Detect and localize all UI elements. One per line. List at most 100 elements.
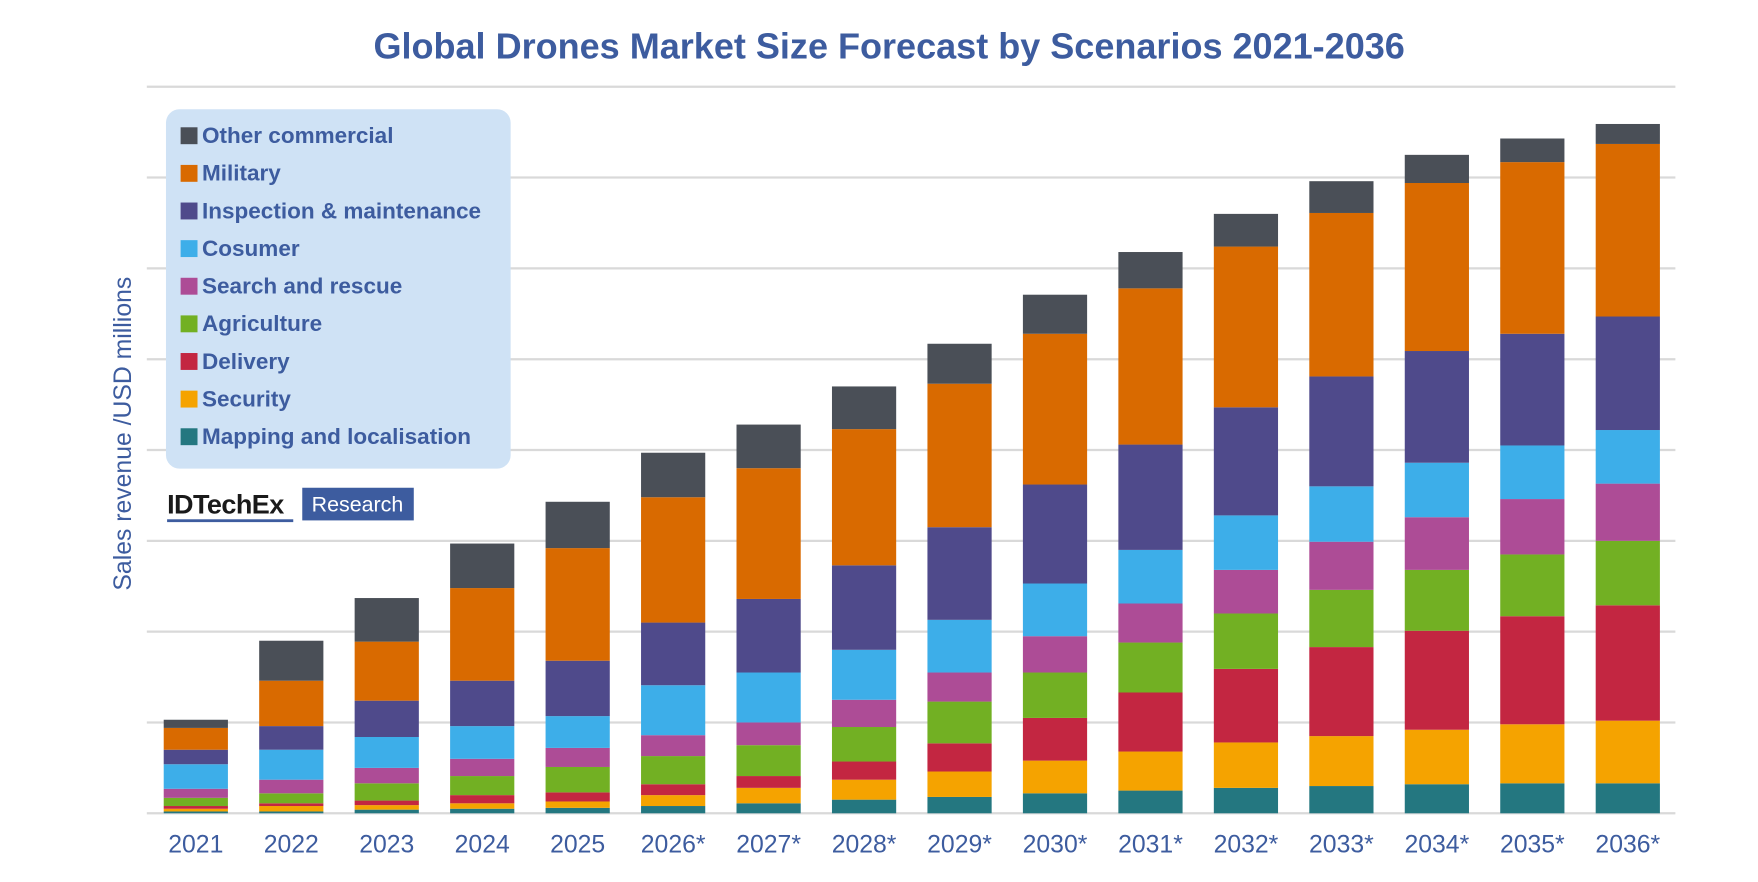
bar-segment-cosumer-2034 [1404, 462, 1469, 518]
legend-label: Cosumer [202, 236, 300, 261]
bar-segment-mapping-and-localisation-2033 [1309, 786, 1374, 814]
bar-segment-inspection-maintenance-2031 [1118, 444, 1183, 550]
bar-segment-military-2034 [1404, 183, 1469, 352]
bar-segment-delivery-2026 [641, 784, 706, 796]
bar-segment-agriculture-2025 [545, 766, 610, 793]
bar-segment-security-2026 [641, 795, 706, 807]
bar-segment-inspection-maintenance-2028 [831, 565, 897, 650]
bar-segment-cosumer-2031 [1118, 549, 1183, 604]
bar-segment-delivery-2025 [545, 792, 610, 802]
bar-segment-cosumer-2026 [641, 685, 706, 736]
bar-segment-cosumer-2023 [354, 736, 419, 768]
legend-swatch [180, 353, 198, 370]
x-tick-label: 2025 [550, 832, 605, 859]
bar-segment-mapping-and-localisation-2031 [1118, 790, 1183, 814]
bar-segment-agriculture-2030 [1022, 672, 1088, 718]
chart-title: Global Drones Market Size Forecast by Sc… [373, 26, 1404, 67]
bar-segment-mapping-and-localisation-2030 [1022, 793, 1088, 814]
bar-segment-inspection-maintenance-2022 [259, 726, 324, 750]
legend-swatch [180, 240, 198, 258]
bar-segment-other-commercial-2024 [450, 543, 515, 589]
bar-segment-mapping-and-localisation-2022 [259, 811, 324, 814]
bar-segment-cosumer-2028 [831, 649, 897, 700]
bar-segment-other-commercial-2036 [1595, 123, 1660, 144]
bar-segment-search-and-rescue-2032 [1213, 569, 1279, 614]
bar-segment-agriculture-2031 [1118, 642, 1183, 693]
legend-item: Inspection & maintenance [180, 198, 481, 223]
bar-segment-other-commercial-2023 [354, 598, 419, 642]
bar-segment-security-2027 [736, 787, 801, 804]
bar-segment-military-2026 [641, 497, 706, 623]
bar-segment-mapping-and-localisation-2023 [354, 809, 419, 814]
bar-segment-agriculture-2023 [354, 783, 419, 801]
x-axis-ticks: 2021 2022 2023 2024 2025 2026* 2027* 2028* 2029*… [168, 832, 1660, 859]
bar-segment-inspection-maintenance-2025 [545, 660, 610, 717]
bar-segment-inspection-maintenance-2024 [450, 680, 515, 727]
bars [163, 123, 1660, 814]
legend-swatch [180, 315, 198, 333]
legend-item: Military [180, 161, 281, 186]
logo-brand: IDTechEx [167, 490, 284, 520]
bar-segment-other-commercial-2028 [831, 386, 897, 430]
bar-segment-inspection-maintenance-2026 [641, 622, 706, 686]
bar-segment-military-2029 [927, 383, 992, 528]
legend-background [165, 109, 511, 469]
logo-tag-background [302, 487, 414, 521]
bar-segment-cosumer-2030 [1022, 583, 1088, 637]
bar-segment-agriculture-2027 [736, 745, 801, 777]
bar-segment-delivery-2031 [1118, 692, 1183, 752]
bar-segment-search-and-rescue-2021 [163, 788, 228, 798]
bar-segment-delivery-2034 [1404, 630, 1469, 730]
bar-segment-agriculture-2022 [259, 793, 324, 804]
x-tick-label: 2029* [927, 832, 992, 859]
bar-segment-inspection-maintenance-2023 [354, 700, 419, 737]
bar-segment-other-commercial-2032 [1213, 213, 1279, 247]
bar-segment-cosumer-2032 [1213, 515, 1279, 570]
bar-segment-agriculture-2026 [641, 756, 706, 785]
bar-segment-other-commercial-2029 [927, 343, 992, 384]
bar-segment-mapping-and-localisation-2034 [1404, 784, 1469, 814]
bar-segment-mapping-and-localisation-2024 [450, 808, 515, 814]
bar-segment-security-2021 [163, 808, 228, 812]
x-tick-label: 2024 [455, 832, 510, 859]
bar-segment-agriculture-2021 [163, 797, 228, 807]
bar-segment-military-2027 [736, 468, 801, 599]
x-tick-label: 2028* [832, 832, 897, 859]
bar-segment-delivery-2023 [354, 800, 419, 806]
bar-segment-security-2028 [831, 779, 897, 800]
legend-label: Military [202, 161, 281, 186]
bar-segment-security-2023 [354, 805, 419, 810]
bar-segment-security-2036 [1595, 720, 1660, 784]
legend-label: Other commercial [202, 123, 393, 148]
x-tick-label: 2034* [1405, 832, 1470, 859]
bar-segment-military-2025 [545, 548, 610, 661]
bar-segment-cosumer-2033 [1309, 486, 1374, 542]
bar-segment-agriculture-2024 [450, 776, 515, 796]
x-tick-label: 2023 [359, 832, 414, 859]
bar-segment-other-commercial-2031 [1118, 252, 1183, 289]
legend-swatch [180, 164, 198, 182]
bar-segment-other-commercial-2027 [736, 424, 801, 469]
bar-segment-delivery-2030 [1022, 717, 1088, 761]
bar-segment-other-commercial-2034 [1404, 154, 1469, 184]
bar-segment-inspection-maintenance-2021 [163, 749, 228, 765]
bar-segment-military-2030 [1022, 333, 1088, 485]
legend-item: Mapping and localisation [180, 424, 471, 449]
bar-segment-mapping-and-localisation-2035 [1500, 783, 1565, 814]
bar-segment-search-and-rescue-2028 [831, 699, 897, 728]
bar-segment-mapping-and-localisation-2036 [1595, 783, 1660, 814]
bar-segment-delivery-2036 [1595, 605, 1660, 721]
bar-segment-inspection-maintenance-2033 [1309, 376, 1374, 487]
bar-segment-military-2024 [450, 588, 515, 681]
bar-segment-delivery-2022 [259, 803, 324, 807]
bar-segment-search-and-rescue-2031 [1118, 603, 1183, 643]
bar-segment-cosumer-2022 [259, 749, 324, 780]
bar-segment-cosumer-2036 [1595, 430, 1660, 484]
legend-label: Agriculture [202, 311, 322, 336]
legend-label: Inspection & maintenance [202, 198, 481, 223]
bar-segment-military-2036 [1595, 143, 1660, 317]
bar-segment-other-commercial-2026 [641, 452, 706, 498]
logo-underline [167, 519, 294, 523]
bar-segment-other-commercial-2021 [163, 719, 228, 728]
x-tick-label: 2033* [1309, 832, 1374, 859]
